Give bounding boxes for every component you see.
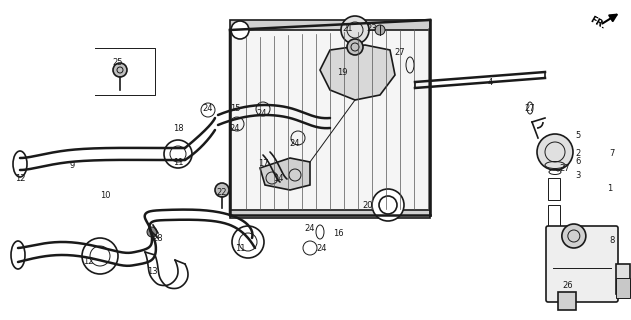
Text: 24: 24	[317, 244, 327, 252]
Text: 21: 21	[343, 23, 353, 33]
Text: 24: 24	[290, 139, 300, 148]
Text: 10: 10	[100, 190, 110, 199]
Bar	[558, 292, 576, 310]
Circle shape	[232, 226, 264, 258]
Bar	[616, 278, 630, 298]
Text: 24: 24	[230, 124, 240, 132]
Text: 23: 23	[367, 23, 377, 33]
Text: 9: 9	[69, 161, 74, 170]
Circle shape	[537, 134, 573, 170]
Ellipse shape	[13, 151, 27, 177]
Polygon shape	[320, 45, 395, 100]
Text: 2: 2	[575, 148, 581, 157]
Polygon shape	[230, 20, 430, 215]
Circle shape	[82, 238, 118, 274]
Text: 5: 5	[575, 131, 581, 140]
Bar	[230, 20, 430, 30]
Circle shape	[341, 16, 369, 44]
Text: 27: 27	[394, 47, 405, 57]
Text: 27: 27	[525, 103, 535, 113]
Circle shape	[347, 39, 363, 55]
Text: 27: 27	[560, 164, 570, 172]
Text: 13: 13	[146, 268, 157, 276]
Text: FR.: FR.	[588, 15, 607, 31]
Bar	[616, 264, 630, 294]
Circle shape	[147, 227, 157, 237]
Text: 12: 12	[15, 173, 25, 182]
Text: 20: 20	[363, 201, 374, 210]
Text: 11: 11	[235, 244, 245, 252]
Polygon shape	[260, 158, 310, 190]
FancyBboxPatch shape	[546, 226, 618, 302]
Text: 26: 26	[563, 281, 574, 290]
Text: 4: 4	[487, 77, 493, 86]
Text: 14: 14	[273, 173, 283, 182]
Text: 7: 7	[610, 148, 615, 157]
Text: 17: 17	[257, 158, 268, 167]
Ellipse shape	[11, 241, 25, 269]
Circle shape	[231, 21, 249, 39]
Circle shape	[113, 63, 127, 77]
Text: 16: 16	[333, 228, 343, 237]
Text: 24: 24	[257, 108, 268, 117]
Text: 24: 24	[203, 103, 213, 113]
Text: 18: 18	[173, 124, 184, 132]
Text: 25: 25	[113, 58, 123, 67]
Text: 1: 1	[608, 183, 613, 193]
Circle shape	[215, 183, 229, 197]
Circle shape	[562, 224, 586, 248]
Bar	[548, 205, 560, 227]
Text: 3: 3	[575, 171, 581, 180]
Bar	[548, 178, 560, 200]
Text: 11: 11	[173, 157, 183, 166]
Text: 6: 6	[575, 156, 581, 165]
Text: 24: 24	[305, 223, 316, 233]
Text: 12: 12	[83, 258, 93, 267]
Text: 22: 22	[217, 188, 227, 196]
Text: 8: 8	[610, 236, 615, 244]
Text: 15: 15	[230, 103, 240, 113]
Text: 19: 19	[337, 68, 347, 76]
Circle shape	[372, 189, 404, 221]
Circle shape	[164, 140, 192, 168]
Bar	[230, 210, 430, 218]
Text: 28: 28	[153, 234, 163, 243]
Circle shape	[375, 25, 385, 35]
